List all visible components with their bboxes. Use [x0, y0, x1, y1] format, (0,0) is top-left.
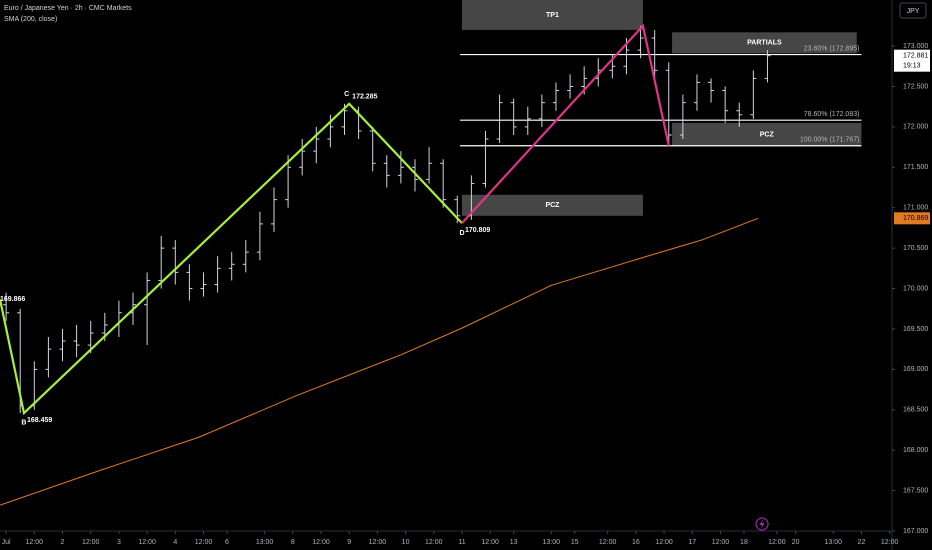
- x-tick-label: 12:00: [655, 539, 673, 546]
- sma-price-box: [894, 212, 930, 225]
- y-tick-label: 172.500: [903, 83, 928, 90]
- zone-label: PARTIALS: [747, 40, 782, 47]
- x-tick-label: 13:00: [824, 539, 842, 546]
- pivot-value: 168.459: [27, 417, 52, 424]
- pattern-line: [0, 102, 463, 416]
- x-tick-label: 4: [173, 539, 177, 546]
- y-tick-label: 172.000: [903, 124, 928, 131]
- zone: [461, 0, 643, 30]
- plot: TP1 PARTIALS PCZ PCZ 23.60% (172.895) 78.60% …: [0, 0, 862, 506]
- pivot-value: 172.285: [352, 94, 377, 101]
- y-tick-label: 171.500: [903, 164, 928, 171]
- x-tick-label: 9: [347, 539, 351, 546]
- last-price: 172.881: [903, 53, 928, 60]
- sma-line: [0, 217, 759, 506]
- y-tick-label: 169.500: [903, 326, 928, 333]
- x-tick-label: 12:00: [881, 539, 899, 546]
- chart-title: Euro / Japanese Yen · 2h · CMC Markets: [4, 5, 132, 12]
- x-tick-label: 10: [402, 539, 410, 546]
- zone: [672, 122, 862, 147]
- zone: [672, 32, 857, 54]
- y-tick-label: 170.500: [903, 245, 928, 252]
- x-tick-label: 18: [740, 539, 748, 546]
- zone-label: PCZ: [760, 131, 775, 138]
- x-tick-label: 12:00: [195, 539, 213, 546]
- countdown: 19:13: [903, 63, 921, 70]
- pattern-line: [461, 23, 670, 224]
- sma-price: 170.869: [903, 215, 928, 222]
- x-tick-label: 12:00: [425, 539, 443, 546]
- x-tick-label: 12:00: [82, 539, 100, 546]
- y-tick-label: 167.500: [903, 487, 928, 494]
- y-tick-label: 169.000: [903, 366, 928, 373]
- pivot-label: C: [344, 91, 349, 98]
- y-tick-label: 170.000: [903, 285, 928, 292]
- pivot-label: D: [459, 230, 464, 237]
- x-tick-label: 13:00: [543, 539, 561, 546]
- x-tick-label: 12:00: [481, 539, 499, 546]
- x-tick-label: 17: [688, 539, 696, 546]
- axes: 167.000 167.500 168.000 168.500 169.000 169.5…: [2, 43, 930, 546]
- x-tick-label: 12:00: [26, 539, 44, 546]
- x-tick-label: 11: [458, 539, 465, 546]
- x-tick-label: 16: [632, 539, 640, 546]
- x-tick-label: 20: [792, 539, 800, 546]
- last-price-box: [894, 49, 930, 72]
- alert-icon[interactable]: [755, 517, 769, 531]
- indicator-label: SMA (200, close): [4, 16, 57, 23]
- x-tick-label: 12:00: [138, 539, 156, 546]
- currency[interactable]: JPY: [907, 8, 920, 15]
- fib-label: 23.60% (172.895): [804, 45, 860, 52]
- x-tick-label: 8: [291, 539, 295, 546]
- x-tick-label: 12:00: [369, 539, 387, 546]
- x-tick-label: 13: [510, 539, 518, 546]
- y-tick-label: 171.000: [903, 205, 928, 212]
- zone-label: TP1: [546, 12, 559, 19]
- x-tick-label: 13:00: [256, 539, 274, 546]
- x-tick-label: Jul: [2, 539, 11, 546]
- x-tick-label: 2: [61, 539, 65, 546]
- pivot-label: B: [21, 420, 26, 427]
- x-tick-label: 12:00: [312, 539, 330, 546]
- y-tick-label: 168.500: [903, 407, 928, 414]
- x-tick-label: 6: [225, 539, 229, 546]
- currency-box[interactable]: [899, 2, 927, 19]
- y-tick-label: 173.000: [903, 43, 928, 50]
- zone: [461, 194, 643, 216]
- x-tick-label: 12:00: [712, 539, 730, 546]
- pivot-value: 169.866: [0, 296, 25, 303]
- zone-label: PCZ: [545, 202, 560, 209]
- fib-label: 100.00% (171.767): [800, 137, 860, 144]
- fib-label: 78.60% (172.083): [804, 111, 860, 118]
- x-tick-label: 12:00: [768, 539, 786, 546]
- y-tick-label: 167.000: [903, 528, 928, 535]
- x-tick-label: 12:00: [599, 539, 617, 546]
- pivot-value: 170.809: [465, 227, 490, 234]
- x-tick-label: 3: [117, 539, 121, 546]
- x-tick-label: 22: [858, 539, 866, 546]
- y-tick-label: 168.000: [903, 447, 928, 454]
- x-tick-label: 15: [571, 539, 579, 546]
